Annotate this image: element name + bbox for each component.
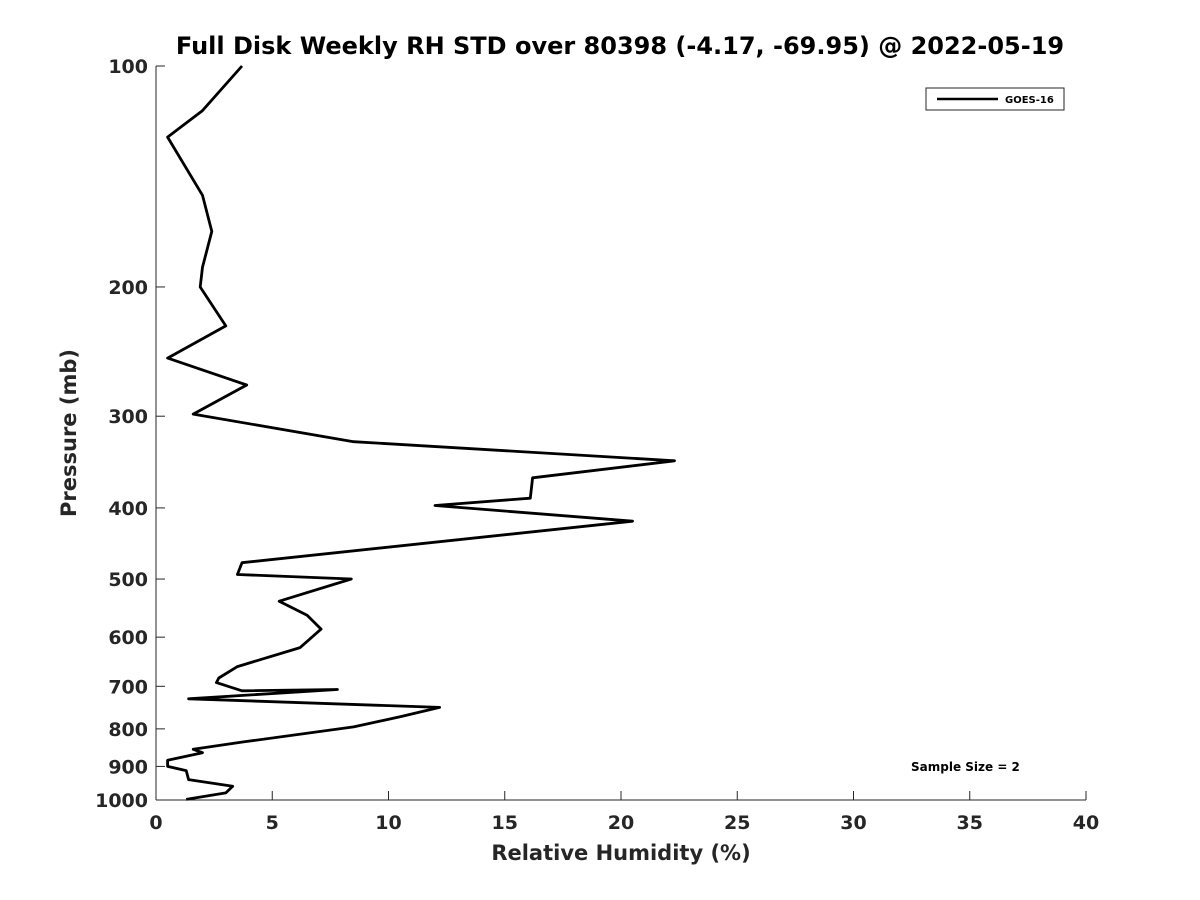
chart-title: Full Disk Weekly RH STD over 80398 (-4.1… bbox=[176, 32, 1064, 60]
y-tick-label: 500 bbox=[108, 569, 148, 591]
x-tick-label: 35 bbox=[957, 812, 983, 834]
y-tick-label: 700 bbox=[108, 676, 148, 698]
x-tick-label: 25 bbox=[724, 812, 750, 834]
x-tick-label: 0 bbox=[149, 812, 162, 834]
y-axis-ticks: 100 200 300 400 500 600 700 800 900 1000 bbox=[95, 56, 165, 812]
y-tick-label: 900 bbox=[108, 756, 148, 778]
y-tick-label: 400 bbox=[108, 498, 148, 520]
x-tick-label: 20 bbox=[608, 812, 634, 834]
sample-size-annotation: Sample Size = 2 bbox=[911, 760, 1020, 774]
legend-label: GOES-16 bbox=[1005, 95, 1054, 106]
x-tick-label: 5 bbox=[266, 812, 279, 834]
legend: GOES-16 bbox=[925, 87, 1065, 111]
x-tick-label: 30 bbox=[840, 812, 866, 834]
x-tick-label: 15 bbox=[492, 812, 518, 834]
x-axis-label: Relative Humidity (%) bbox=[491, 841, 750, 865]
y-tick-label: 300 bbox=[108, 406, 148, 428]
y-tick-label: 200 bbox=[108, 277, 148, 299]
series-line-goes-16 bbox=[166, 65, 676, 801]
y-tick-label: 800 bbox=[108, 719, 148, 741]
y-tick-label: 1000 bbox=[95, 790, 148, 812]
y-tick-label: 600 bbox=[108, 627, 148, 649]
y-axis-label: Pressure (mb) bbox=[57, 349, 81, 517]
y-tick-label: 100 bbox=[108, 56, 148, 78]
x-axis-ticks: 0 5 10 15 20 25 30 35 40 bbox=[149, 791, 1099, 834]
x-tick-label: 10 bbox=[375, 812, 401, 834]
series-layer bbox=[166, 65, 676, 801]
x-tick-label: 40 bbox=[1073, 812, 1099, 834]
